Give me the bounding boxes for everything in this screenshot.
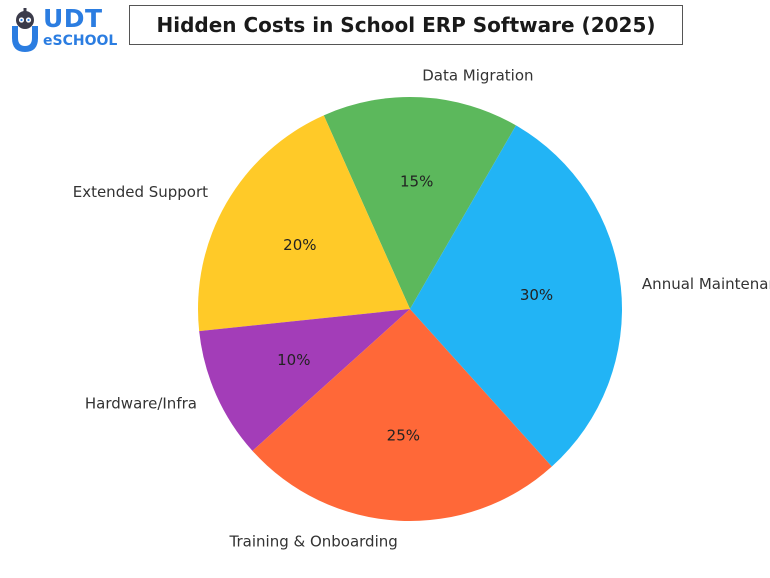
pie-category-label: Hardware/Infra <box>85 394 197 412</box>
logo-subtext: eSCHOOL <box>43 33 118 49</box>
chart-title: Hidden Costs in School ERP Software (202… <box>156 13 656 37</box>
pie-percent-label: 15% <box>400 172 433 190</box>
pie-slice-extended-support <box>198 115 410 332</box>
pie-percent-label: 20% <box>283 236 316 254</box>
pie-percent-label: 10% <box>277 351 310 369</box>
owl-robot-icon <box>12 8 38 52</box>
pie-category-label: Extended Support <box>73 183 208 201</box>
pie-slice-annual-maintenance-amc <box>410 125 622 467</box>
pie-category-label: Annual Maintenance (AMC) <box>642 275 770 293</box>
logo-wordmark: UDT <box>43 4 103 33</box>
pie-category-label: Data Migration <box>422 67 533 85</box>
pie-slice-hardware-infra <box>199 309 410 451</box>
pie-percent-label: 30% <box>520 286 553 304</box>
pie-slice-data-migration <box>323 96 516 309</box>
pie-slice-training-onboarding <box>252 309 552 521</box>
chart-title-box: Hidden Costs in School ERP Software (202… <box>129 5 683 45</box>
udt-eschool-logo: UDT eSCHOOL <box>8 4 117 54</box>
pie-category-label: Training & Onboarding <box>229 532 398 550</box>
pie-percent-label: 25% <box>387 427 420 445</box>
